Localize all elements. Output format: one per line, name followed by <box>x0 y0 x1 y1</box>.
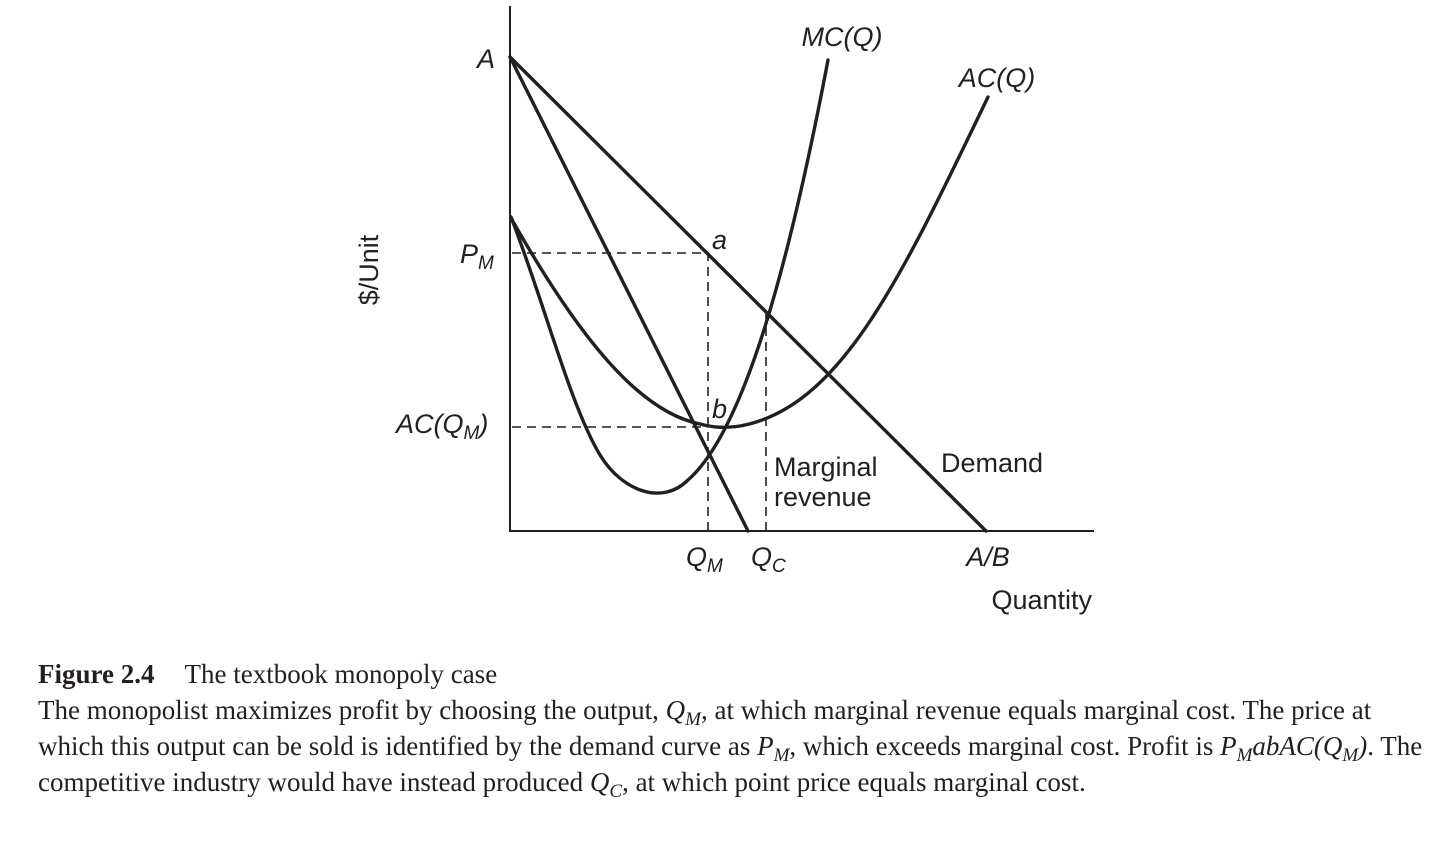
caption-symbol: PMabAC(QM) <box>1220 731 1368 766</box>
demand-intercept-label: A <box>475 44 495 74</box>
marginal-cost-label: MC(Q) <box>802 22 883 52</box>
marginal-revenue-label: Marginal revenue <box>774 452 878 512</box>
caption-text: . The competitive industry would have in… <box>38 731 1423 797</box>
monopoly-price-label: PM <box>460 239 494 274</box>
monopoly-diagram: $/Unit A PM AC(QM) QM QC A/B Quantity MC… <box>354 6 1094 615</box>
caption-symbol: PM <box>757 731 790 766</box>
marginal-revenue-curve <box>508 55 750 533</box>
caption-symbol: QM <box>665 695 701 730</box>
monopoly-quantity-label: QM <box>686 542 723 577</box>
demand-x-intercept-label: A/B <box>964 542 1010 572</box>
point-b-label: b <box>712 394 727 424</box>
point-a-label: a <box>712 225 727 255</box>
caption-text: , at which point price equals marginal c… <box>622 767 1086 797</box>
axes <box>509 6 1094 532</box>
average-cost-curve <box>509 95 990 430</box>
figure-caption: Figure 2.4 The textbook monopoly case The… <box>38 656 1438 802</box>
demand-curve <box>508 55 988 533</box>
marginal-cost-curve <box>509 58 830 495</box>
caption-text: The monopolist maximizes profit by choos… <box>38 695 666 725</box>
y-axis-label: $/Unit <box>354 234 384 305</box>
figure-number: Figure 2.4 <box>38 659 155 689</box>
x-axis-label: Quantity <box>991 585 1092 615</box>
figure-title: The textbook monopoly case <box>184 659 498 689</box>
caption-body: The monopolist maximizes profit by choos… <box>38 692 1438 802</box>
average-cost-label: AC(Q) <box>957 63 1036 93</box>
caption-symbol: QC <box>589 767 623 802</box>
caption-heading: Figure 2.4 The textbook monopoly case <box>38 656 1438 692</box>
average-cost-at-qm-label: AC(QM) <box>394 409 488 444</box>
demand-label: Demand <box>941 448 1043 478</box>
caption-text: , which exceeds marginal cost. Profit is <box>789 731 1221 761</box>
caption-text: , at which marginal revenue equals margi… <box>38 695 1372 761</box>
competitive-quantity-label: QC <box>751 542 786 577</box>
